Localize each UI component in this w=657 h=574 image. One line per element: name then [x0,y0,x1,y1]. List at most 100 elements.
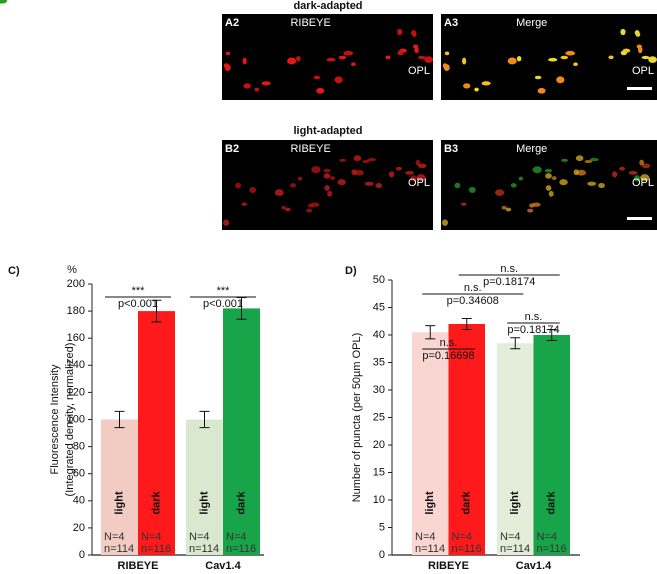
puncta [620,28,626,36]
puncta [468,186,476,194]
puncta [534,75,542,80]
panel-label: RIBEYE [290,17,330,29]
y-tick-label: 15 [373,466,385,478]
micrograph [441,140,657,230]
puncta [474,87,479,92]
puncta [573,169,579,176]
y-tick-label: 0 [379,549,385,561]
error-bar [510,337,521,350]
scale-bar [627,87,652,90]
puncta [548,190,554,197]
error-bar [461,318,472,330]
micrograph [441,14,657,100]
puncta [462,57,467,65]
puncta [444,51,450,56]
y-unit: % [67,264,77,276]
puncta [297,176,303,181]
puncta [306,208,313,213]
y-tick-label: 180 [67,305,85,317]
puncta [619,166,626,171]
panel-id: B3 [444,143,458,155]
y-tick-label: 200 [67,278,85,290]
sample-label: n=114 [500,543,530,555]
error-bar [546,329,557,341]
panel-id: A1 [3,17,17,29]
puncta [545,185,552,191]
puncta [561,158,569,162]
puncta [589,158,599,162]
sample-label: N=4 [226,531,247,543]
puncta [442,219,449,226]
panel-label: C) [8,265,20,277]
puncta [412,44,419,49]
puncta [290,183,297,188]
puncta [225,51,231,56]
sample-label: n=116 [226,543,256,555]
puncta [560,55,569,60]
bar [533,335,570,555]
sample-label: n=114 [415,543,445,555]
puncta [334,76,343,84]
puncta [556,76,565,84]
puncta [362,159,370,164]
y-tick-label: 140 [67,359,85,371]
error-bar [236,297,247,320]
puncta [576,169,587,176]
puncta [249,186,257,194]
puncta [337,179,346,186]
puncta [313,75,321,80]
bar [448,324,485,555]
x-tick-label: Cav1.4 [516,560,552,572]
panel-label: D) [345,265,357,277]
sample-label: n=114 [104,543,134,555]
panel-id: B1 [3,143,17,155]
y-tick-label: 0 [79,549,85,561]
bar-series-label: dark [235,491,247,515]
sample-label: N=4 [189,531,210,543]
puncta [510,183,517,188]
image-background [222,140,433,230]
puncta [351,169,357,176]
y-axis-title: Number of puncta (per 50µm OPL) [351,333,363,503]
puncta [311,166,321,174]
puncta [575,155,584,162]
puncta [573,62,578,67]
significance-mark: *** [132,285,146,297]
bar-series-label: dark [150,491,162,515]
puncta [223,219,230,226]
significance-mark: *** [217,285,231,297]
puncta [584,159,593,164]
puncta [443,64,450,71]
puncta [628,170,638,175]
bar [138,311,175,555]
puncta [224,64,231,72]
image-background [222,14,433,100]
puncta [343,50,354,56]
puncta [415,159,421,166]
puncta [388,171,395,178]
puncta [481,81,491,86]
significance-mark: n.s. [464,282,482,294]
puncta [327,190,333,197]
y-tick-label: 20 [373,439,385,451]
panel-id: A2 [225,17,239,29]
bar-series-label: dark [461,491,473,515]
y-tick-label: 120 [67,386,85,398]
puncta [243,83,251,89]
puncta [274,189,284,197]
puncta [375,183,383,189]
sample-label: n=116 [141,543,171,555]
error-bar [151,299,162,323]
p-value: p<0.001 [203,298,243,310]
significance-mark: n.s. [440,337,458,349]
puncta [0,0,3,2]
puncta [235,182,242,189]
panel-label: RIBEYE [290,143,330,155]
puncta [565,50,576,56]
y-tick-label: 10 [373,494,385,506]
sample-label: n=114 [189,543,219,555]
puncta [640,174,650,182]
p-value: p<0.001 [118,298,158,310]
puncta [495,189,505,197]
